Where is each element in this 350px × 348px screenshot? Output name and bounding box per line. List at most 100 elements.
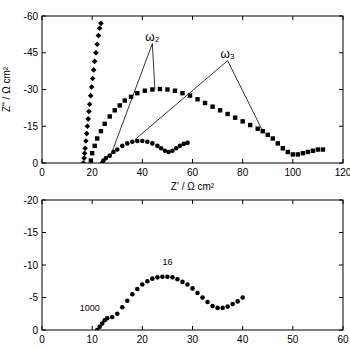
point: [135, 91, 139, 95]
x-tick-label: 0: [39, 334, 45, 345]
point: [240, 295, 245, 300]
point: [200, 295, 205, 300]
point: [175, 277, 180, 282]
x-tick-label: 50: [287, 334, 299, 345]
x-tick: [242, 200, 243, 204]
point: [82, 150, 88, 156]
point: [120, 305, 125, 310]
point: [180, 280, 185, 285]
y-tick-label: -30: [24, 84, 39, 95]
x-tick: [242, 16, 243, 20]
x-tick-label: 10: [87, 334, 99, 345]
x-tick-label: 120: [335, 167, 350, 178]
y-tick: [339, 297, 343, 298]
y-axis-label: Z'' / Ω cm²: [1, 66, 12, 112]
point: [306, 150, 310, 154]
x-tick: [92, 326, 93, 330]
point: [291, 152, 295, 156]
leader-line: [135, 61, 228, 140]
x-tick: [142, 16, 143, 20]
x-tick: [42, 16, 43, 20]
point: [210, 304, 215, 309]
point: [203, 101, 207, 105]
point: [220, 306, 225, 311]
annotation: 16: [162, 257, 172, 267]
point: [195, 291, 200, 296]
frame: [42, 200, 343, 330]
point: [94, 41, 100, 47]
point: [165, 274, 170, 279]
point: [240, 119, 244, 123]
x-tick: [343, 326, 344, 330]
point: [143, 89, 147, 93]
y-tick-label: -45: [24, 47, 39, 58]
y-tick: [42, 200, 46, 201]
point: [248, 123, 252, 127]
point: [286, 150, 290, 154]
y-tick: [42, 126, 46, 127]
point: [225, 304, 230, 309]
y-tick: [42, 16, 46, 17]
x-tick: [142, 159, 143, 163]
point: [210, 104, 214, 108]
x-tick: [92, 16, 93, 20]
point: [130, 139, 135, 144]
point: [105, 316, 110, 321]
x-tick: [192, 16, 193, 20]
point: [140, 282, 145, 287]
point: [93, 50, 99, 56]
point: [256, 127, 260, 131]
y-tick: [339, 330, 343, 331]
y-tick: [339, 89, 343, 90]
x-tick-label: 30: [187, 334, 199, 345]
point: [90, 76, 96, 82]
point: [118, 103, 122, 107]
x-tick: [343, 16, 344, 20]
point: [108, 114, 112, 118]
point: [84, 131, 90, 137]
point: [87, 101, 93, 107]
y-tick: [42, 297, 46, 298]
point: [97, 25, 103, 31]
y-tick-label: -15: [24, 227, 39, 238]
point: [88, 93, 94, 99]
y-tick-label: -15: [24, 121, 39, 132]
point: [158, 87, 162, 91]
x-tick: [292, 16, 293, 20]
point: [140, 139, 145, 144]
point: [85, 116, 91, 122]
x-tick-label: 100: [284, 167, 301, 178]
point: [89, 84, 95, 90]
x-tick-label: 80: [237, 167, 249, 178]
x-tick: [192, 200, 193, 204]
x-tick: [242, 159, 243, 163]
leader-line: [152, 44, 155, 90]
point: [165, 87, 169, 91]
plot-area: [95, 274, 245, 330]
point: [104, 156, 109, 161]
point: [281, 146, 285, 150]
point: [95, 136, 99, 140]
x-tick: [292, 200, 293, 204]
y-tick: [339, 200, 343, 201]
point: [145, 139, 150, 144]
point: [123, 98, 127, 102]
point: [301, 151, 305, 155]
point: [215, 306, 220, 311]
frame: [42, 16, 343, 163]
point: [185, 282, 190, 287]
x-axis-label: Z' / Ω cm²: [171, 181, 215, 192]
panel: 01020304050600-5-10-15-20100016: [24, 195, 349, 346]
point: [81, 155, 87, 161]
point: [99, 129, 103, 133]
y-tick: [339, 16, 343, 17]
x-tick: [242, 326, 243, 330]
point: [82, 146, 88, 152]
point: [85, 123, 91, 129]
x-tick-label: 20: [87, 167, 99, 178]
point: [120, 144, 125, 149]
x-tick-label: 0: [39, 167, 45, 178]
y-tick: [339, 265, 343, 266]
point: [190, 286, 195, 291]
x-tick: [192, 159, 193, 163]
